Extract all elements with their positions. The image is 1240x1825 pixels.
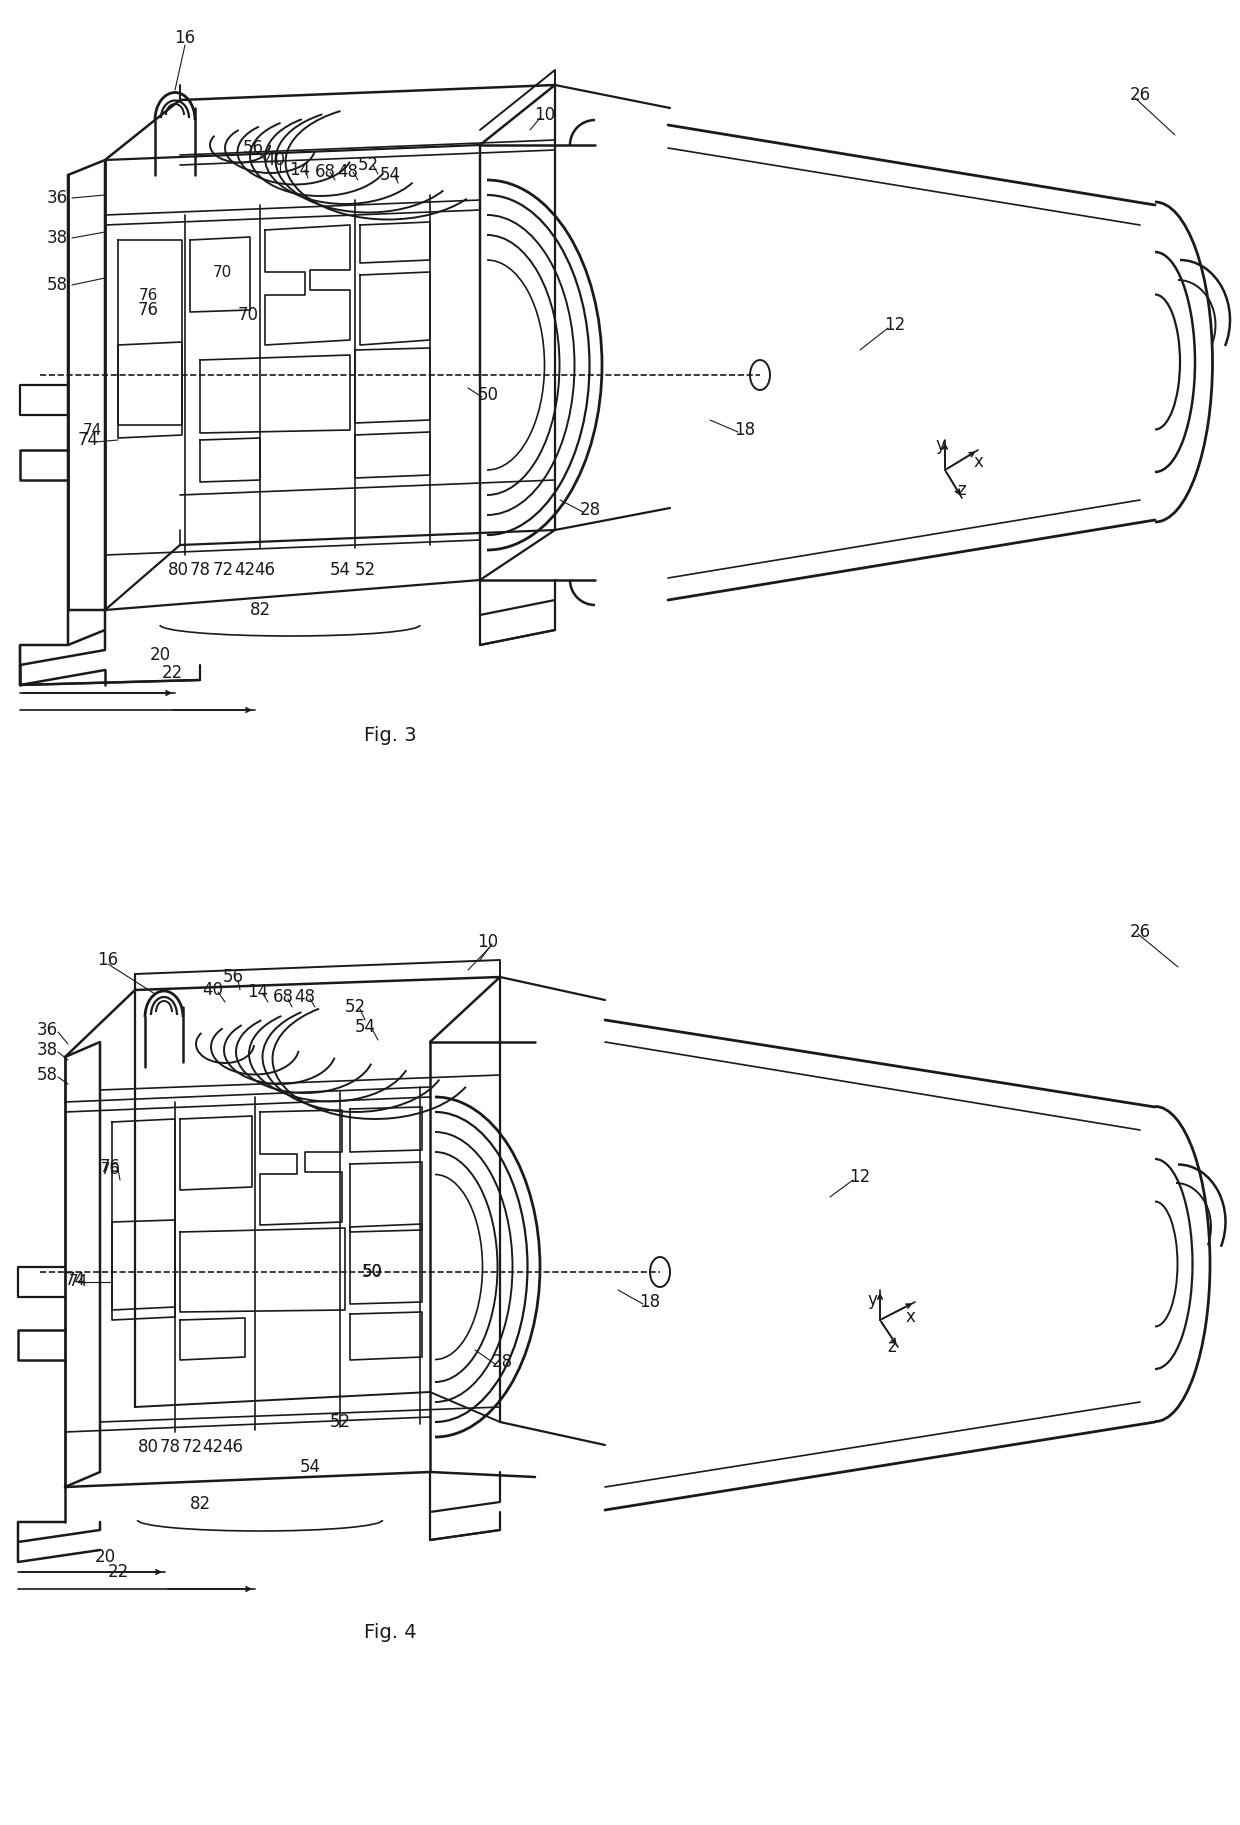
Text: 68: 68 — [315, 162, 336, 181]
Text: 16: 16 — [175, 29, 196, 47]
Text: 78: 78 — [190, 560, 211, 579]
Text: y: y — [867, 1290, 877, 1309]
Text: 22: 22 — [108, 1562, 129, 1580]
Text: 48: 48 — [337, 162, 358, 181]
Text: 58: 58 — [36, 1066, 57, 1084]
Text: 70: 70 — [212, 265, 232, 279]
Text: 28: 28 — [491, 1352, 512, 1371]
Text: 20: 20 — [150, 646, 171, 664]
Text: 50: 50 — [362, 1265, 382, 1279]
Text: 38: 38 — [46, 228, 67, 246]
Text: 40: 40 — [202, 982, 223, 998]
Text: 12: 12 — [849, 1168, 870, 1186]
Text: 54: 54 — [355, 1018, 376, 1037]
Text: x: x — [973, 453, 983, 471]
Text: 36: 36 — [36, 1020, 57, 1038]
Text: 54: 54 — [379, 166, 401, 184]
Text: 56: 56 — [222, 967, 243, 986]
Text: 22: 22 — [161, 664, 182, 683]
Text: 40: 40 — [264, 151, 285, 170]
Text: 74: 74 — [68, 1274, 88, 1290]
Text: 52: 52 — [357, 155, 378, 173]
Text: 10: 10 — [477, 933, 498, 951]
Text: 42: 42 — [202, 1438, 223, 1456]
Text: 38: 38 — [36, 1040, 57, 1058]
Text: 26: 26 — [1130, 923, 1151, 942]
Text: 68: 68 — [273, 987, 294, 1006]
Text: 16: 16 — [98, 951, 119, 969]
Text: 70: 70 — [238, 307, 258, 325]
Text: 20: 20 — [94, 1548, 115, 1566]
Text: 74: 74 — [64, 1270, 86, 1288]
Text: y: y — [935, 436, 945, 454]
Text: 42: 42 — [234, 560, 255, 579]
Text: 76: 76 — [138, 301, 159, 319]
Text: 58: 58 — [47, 276, 67, 294]
Text: 14: 14 — [248, 984, 269, 1000]
Text: 46: 46 — [222, 1438, 243, 1456]
Text: z: z — [888, 1338, 897, 1356]
Text: 54: 54 — [330, 560, 351, 579]
Text: 76: 76 — [100, 1163, 120, 1177]
Text: Fig. 3: Fig. 3 — [363, 726, 417, 745]
Text: 72: 72 — [181, 1438, 202, 1456]
Text: 48: 48 — [295, 987, 315, 1006]
Text: 78: 78 — [160, 1438, 181, 1456]
Text: 10: 10 — [534, 106, 556, 124]
Text: 50: 50 — [477, 387, 498, 403]
Text: 36: 36 — [46, 190, 67, 206]
Text: 76: 76 — [139, 288, 157, 303]
Text: 74: 74 — [77, 431, 98, 449]
Text: 18: 18 — [640, 1292, 661, 1310]
Text: 50: 50 — [362, 1263, 382, 1281]
Text: 52: 52 — [345, 998, 366, 1017]
Text: 18: 18 — [734, 422, 755, 440]
Text: 80: 80 — [167, 560, 188, 579]
Text: 74: 74 — [82, 423, 102, 438]
Text: 82: 82 — [190, 1495, 211, 1513]
Text: 12: 12 — [884, 316, 905, 334]
Text: 52: 52 — [355, 560, 376, 579]
Text: 80: 80 — [138, 1438, 159, 1456]
Text: z: z — [957, 482, 966, 498]
Text: 26: 26 — [1130, 86, 1151, 104]
Text: x: x — [905, 1309, 915, 1327]
Text: 54: 54 — [300, 1458, 320, 1476]
Text: 76: 76 — [99, 1159, 120, 1175]
Text: 46: 46 — [254, 560, 275, 579]
Text: 52: 52 — [330, 1413, 351, 1431]
Text: 56: 56 — [243, 139, 263, 157]
Text: 14: 14 — [289, 161, 310, 179]
Text: Fig. 4: Fig. 4 — [363, 1622, 417, 1641]
Text: 72: 72 — [212, 560, 233, 579]
Text: 82: 82 — [249, 600, 270, 619]
Text: 28: 28 — [579, 502, 600, 518]
